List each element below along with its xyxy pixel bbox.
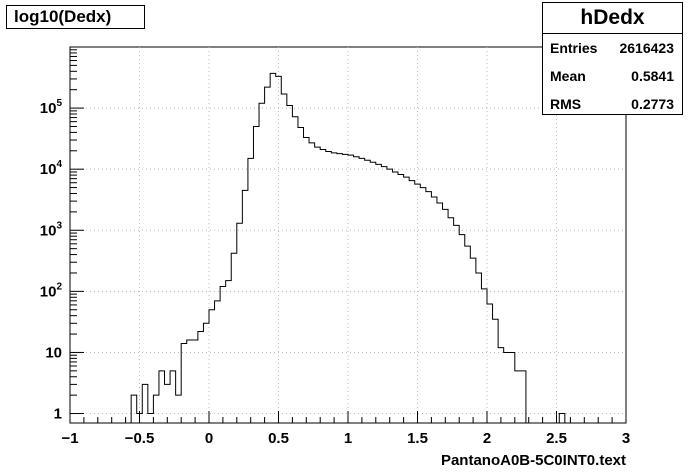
stats-rms-label: RMS bbox=[550, 96, 582, 112]
stats-box: hDedx Entries 2616423 Mean 0.5841 RMS 0.… bbox=[542, 2, 683, 115]
x-tick-label: 1.5 bbox=[407, 430, 428, 447]
y-tick-label: 105 bbox=[40, 98, 63, 117]
x-axis-title: PantanoA0B-5C0INT0.text bbox=[440, 452, 626, 469]
histogram-title: log10(Dedx) bbox=[6, 5, 145, 29]
x-tick-label: −0.5 bbox=[125, 430, 155, 447]
stats-mean-label: Mean bbox=[550, 68, 586, 84]
y-tick-label: 104 bbox=[40, 159, 63, 178]
x-tick-label: 0.5 bbox=[268, 430, 289, 447]
stats-entries-label: Entries bbox=[550, 40, 598, 56]
stats-rms-value: 0.2773 bbox=[631, 96, 674, 112]
stats-histogram-name: hDedx bbox=[543, 3, 682, 34]
y-tick-label: 10 bbox=[45, 344, 62, 361]
stats-row-rms: RMS 0.2773 bbox=[543, 90, 682, 118]
y-tick-label: 1 bbox=[54, 406, 62, 423]
stats-row-mean: Mean 0.5841 bbox=[543, 62, 682, 90]
grid-lines bbox=[70, 47, 626, 423]
x-tick-label: 2.5 bbox=[546, 430, 567, 447]
stats-entries-value: 2616423 bbox=[619, 40, 674, 56]
y-tick-label: 103 bbox=[40, 220, 63, 239]
histogram-step-line bbox=[130, 72, 566, 423]
x-tick-label: 1 bbox=[344, 430, 352, 447]
axes: −1 −0.5 0 0.5 1 1.5 2 2.5 3 1 10 102 103 104 105 bbox=[40, 49, 630, 447]
x-tick-label: −1 bbox=[61, 430, 78, 447]
y-tick-label: 102 bbox=[40, 281, 63, 300]
x-tick-label: 0 bbox=[205, 430, 213, 447]
x-tick-label: 3 bbox=[622, 430, 630, 447]
stats-mean-value: 0.5841 bbox=[631, 68, 674, 84]
x-tick-label: 2 bbox=[483, 430, 491, 447]
stats-row-entries: Entries 2616423 bbox=[543, 34, 682, 62]
